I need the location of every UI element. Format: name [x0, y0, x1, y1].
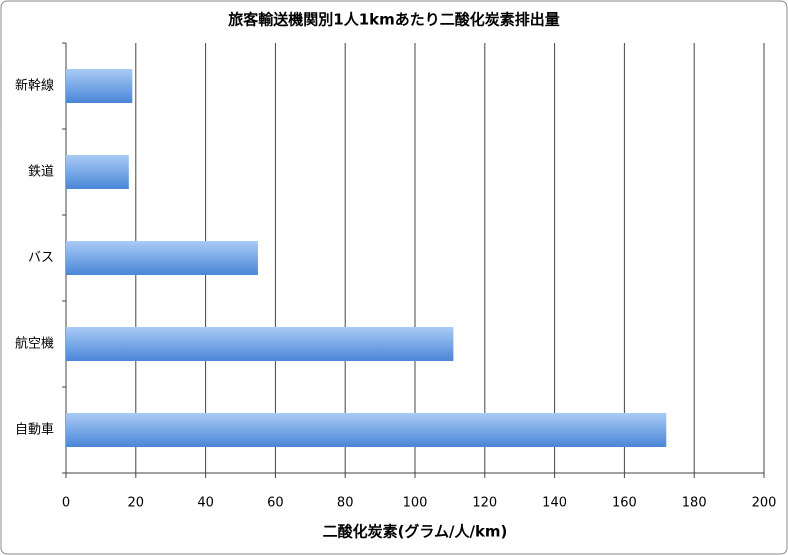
y-tick-label: 鉄道: [28, 165, 54, 180]
x-tick-label: 60: [267, 496, 284, 511]
y-tick-label: 自動車: [15, 423, 54, 438]
x-tick-label: 80: [337, 496, 354, 511]
bar: [66, 155, 129, 189]
x-tick-label: 40: [197, 496, 214, 511]
x-tick-label: 140: [542, 496, 567, 511]
x-tick-label: 100: [403, 496, 428, 511]
y-tick-label: バス: [28, 251, 54, 266]
y-tick-label: 新幹線: [15, 78, 54, 94]
bar: [66, 69, 133, 103]
x-tick-label: 180: [682, 496, 707, 511]
bar: [66, 327, 454, 361]
bar: [66, 413, 667, 447]
chart-title: 旅客輸送機関別1人1kmあたり二酸化炭素排出量: [228, 11, 559, 29]
bar: [66, 241, 258, 275]
x-tick-label: 120: [472, 496, 497, 511]
x-tick-label: 20: [128, 496, 145, 511]
x-tick-label: 200: [752, 496, 777, 511]
x-tick-label: 0: [62, 496, 70, 511]
y-tick-label: 航空機: [15, 336, 54, 352]
x-tick-label: 160: [612, 496, 637, 511]
x-axis-title: 二酸化炭素(グラム/人/km): [323, 523, 508, 541]
